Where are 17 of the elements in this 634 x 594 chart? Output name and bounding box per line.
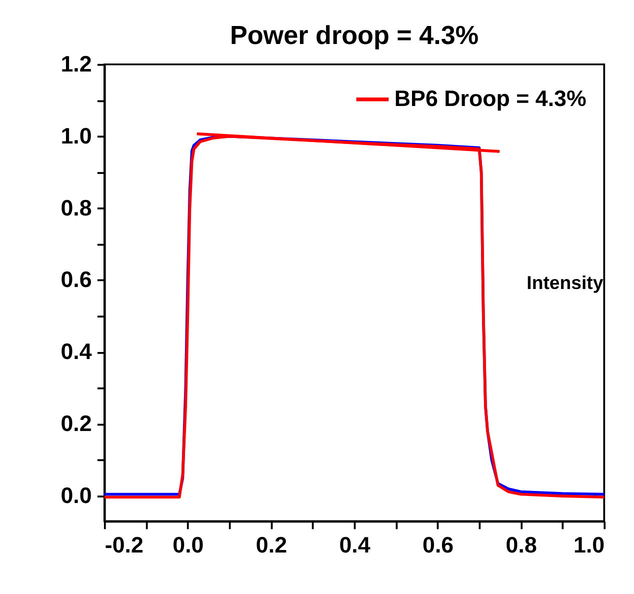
x-tick-label: 1.0 bbox=[574, 532, 605, 558]
x-tick-label: 0.6 bbox=[422, 532, 454, 558]
y-tick-label: 0.0 bbox=[60, 483, 92, 508]
x-tick-label: 0.2 bbox=[256, 532, 288, 558]
legend-label: BP6 Droop = 4.3% bbox=[394, 86, 586, 111]
chart-title: Power droop = 4.3% bbox=[230, 20, 479, 50]
y-tick-label: 0.2 bbox=[60, 411, 92, 436]
x-tick-label: 0.4 bbox=[339, 532, 371, 558]
x-tick-label: 0.0 bbox=[172, 532, 204, 558]
y-tick-label: 0.6 bbox=[60, 267, 92, 292]
x-tick-label: 0.8 bbox=[506, 532, 537, 558]
y-tick-label: 0.4 bbox=[60, 339, 92, 364]
y-tick-label: 0.8 bbox=[60, 195, 92, 220]
y-tick-label: 1.0 bbox=[60, 123, 92, 148]
y-tick-label: 1.2 bbox=[60, 51, 92, 76]
x-tick-label: -0.2 bbox=[104, 532, 144, 558]
annotation: Intensity bbox=[526, 272, 604, 294]
